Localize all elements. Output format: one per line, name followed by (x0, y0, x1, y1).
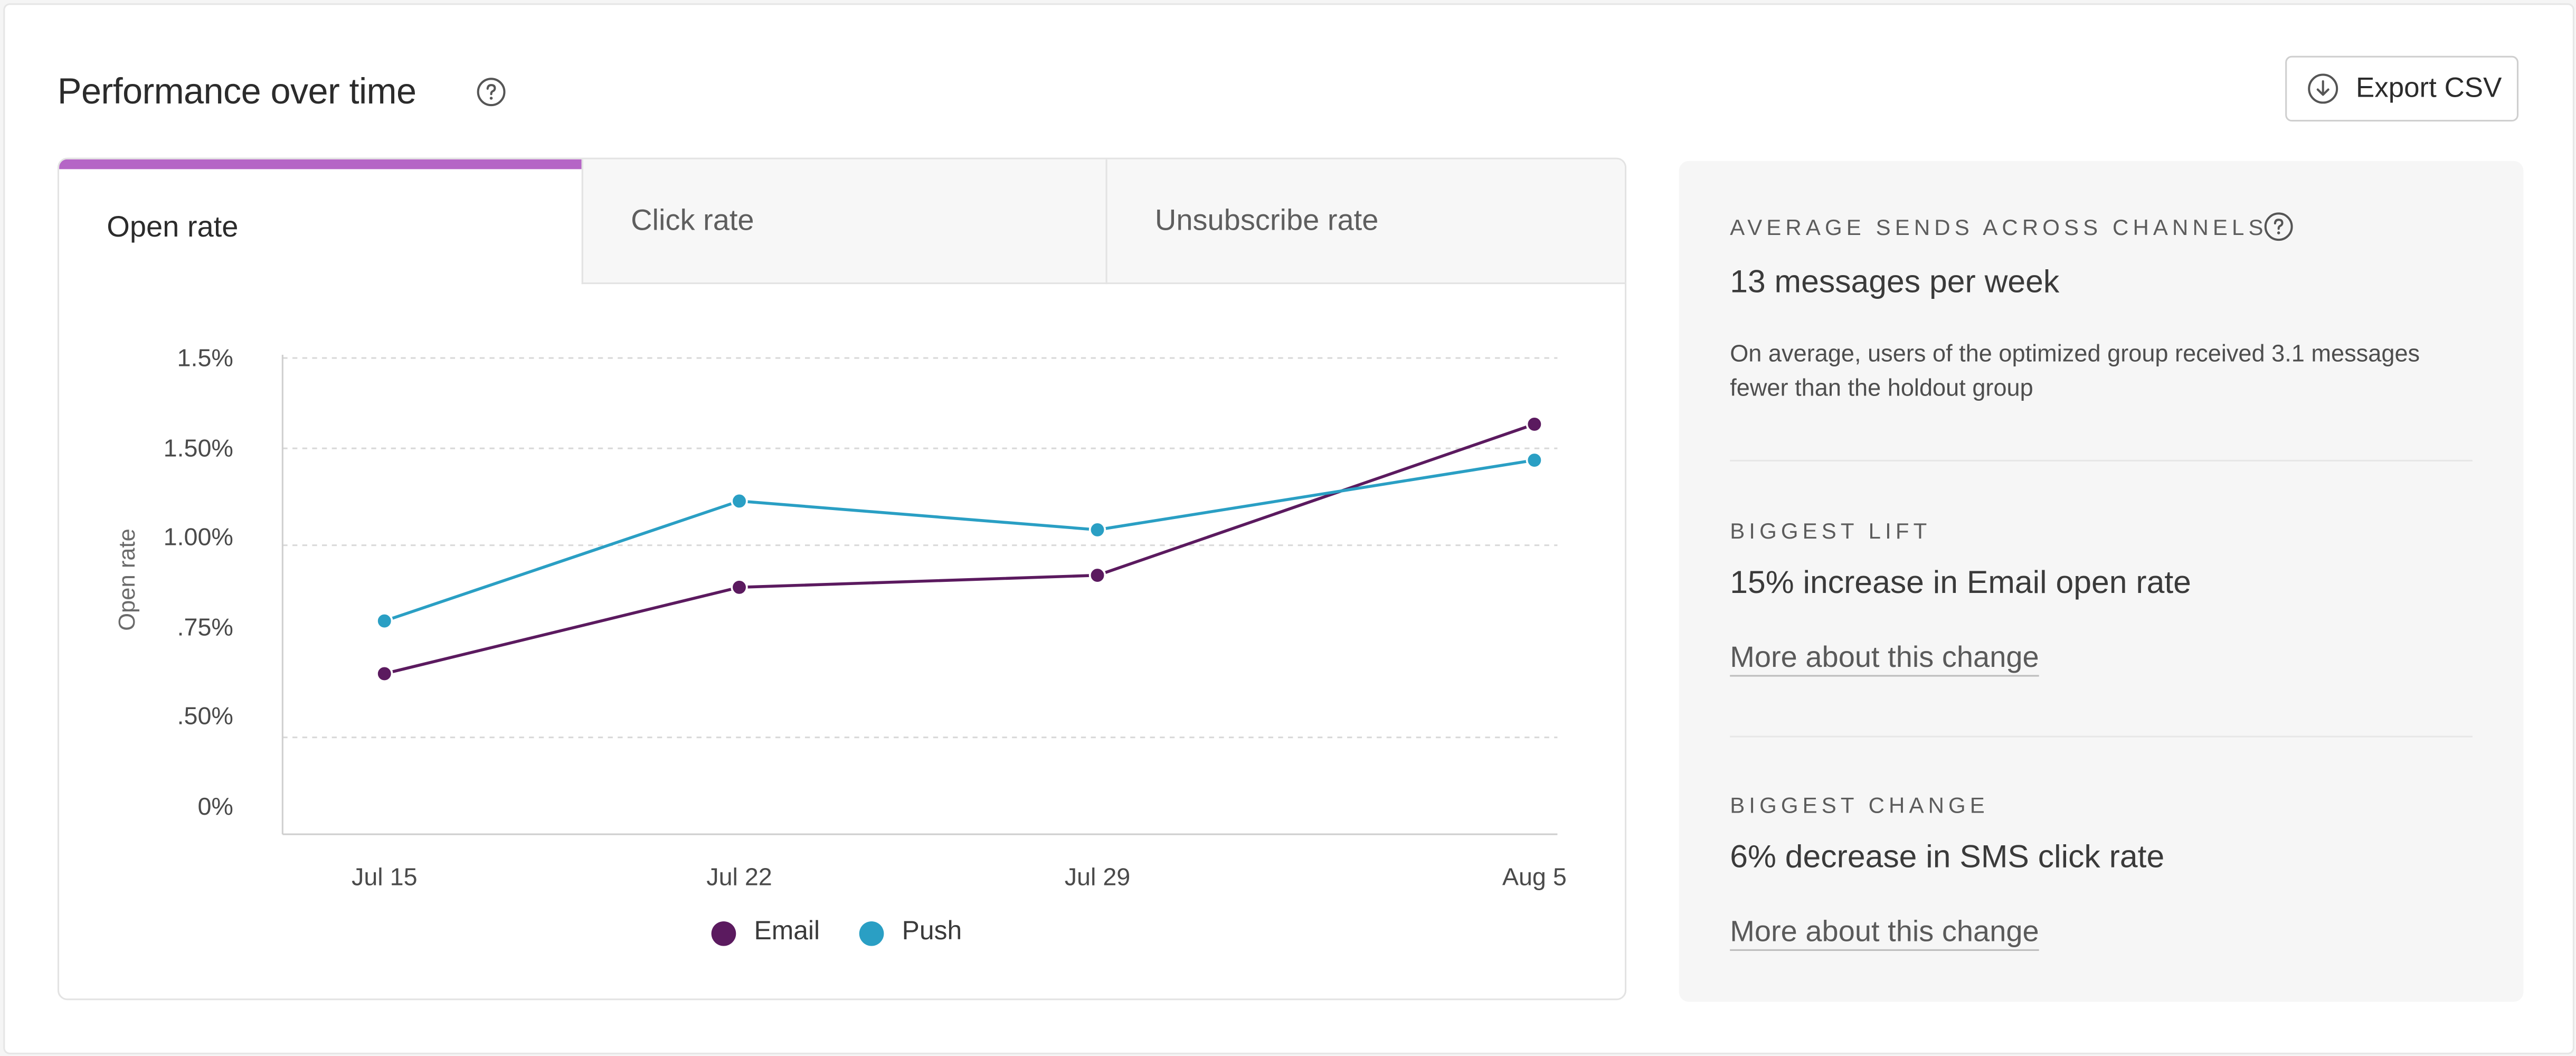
data-point-push (731, 492, 748, 510)
y-axis-title: Open rate (115, 529, 140, 631)
tab-click-rate[interactable]: Click rate (581, 159, 1106, 285)
data-point-email (731, 579, 748, 596)
data-point-push (1088, 521, 1106, 539)
divider (1730, 459, 2473, 462)
data-point-push (376, 612, 393, 630)
series-line-email (384, 422, 1535, 675)
chart-legend: Email Push (711, 918, 1001, 948)
divider (1730, 736, 2473, 738)
data-point-email (376, 665, 393, 683)
page-title: Performance over time (57, 70, 416, 112)
x-tick-label: Jul 22 (706, 863, 772, 891)
tab-open-rate[interactable]: Open rate (59, 159, 582, 285)
legend-swatch-email (711, 920, 736, 946)
help-icon[interactable] (477, 77, 506, 107)
x-tick-label: Jul 15 (352, 863, 418, 891)
legend-swatch-push (859, 920, 884, 946)
tab-unsubscribe-rate[interactable]: Unsubscribe rate (1105, 159, 1625, 285)
avg-sends-value: 13 messages per week (1730, 264, 2060, 301)
legend-item-push[interactable]: Push (859, 918, 962, 948)
biggest-lift-label: BIGGEST LIFT (1730, 518, 1931, 544)
biggest-lift-value: 15% increase in Email open rate (1730, 564, 2191, 601)
avg-sends-label: AVERAGE SENDS ACROSS CHANNELS (1730, 215, 2268, 240)
biggest-lift-link[interactable]: More about this change (1730, 640, 2039, 674)
biggest-change-value: 6% decrease in SMS click rate (1730, 839, 2165, 875)
data-point-email (1088, 567, 1106, 584)
download-icon (2307, 72, 2340, 105)
biggest-change-label: BIGGEST CHANGE (1730, 793, 1989, 818)
chart-card: Open rate Click rate Unsubscribe rate 0%… (57, 157, 1627, 1001)
metric-tabs: Open rate Click rate Unsubscribe rate (59, 159, 1625, 285)
open-rate-line-chart: 0% .50% .75% 1.00% 1.50% 1.5% Open rate Jul 15 J… (115, 344, 1567, 891)
export-csv-button[interactable]: Export CSV (2285, 55, 2519, 122)
series-line-push (384, 458, 1535, 623)
legend-label-email: Email (754, 918, 820, 946)
data-point-email (1526, 416, 1543, 433)
export-csv-label: Export CSV (2355, 72, 2502, 103)
y-tick-label: 1.50% (164, 435, 233, 462)
x-tick-label: Aug 5 (1502, 863, 1567, 891)
insights-panel: AVERAGE SENDS ACROSS CHANNELS 13 message… (1679, 161, 2524, 1002)
y-tick-label: 0% (197, 793, 233, 820)
performance-card: Performance over time Export CSV Open ra… (3, 3, 2574, 1054)
avg-sends-description: On average, users of the optimized group… (1730, 341, 2420, 403)
data-point-push (1526, 451, 1543, 469)
y-tick-label: .75% (177, 614, 233, 641)
legend-item-email[interactable]: Email (711, 918, 820, 948)
avg-sends-help-icon[interactable] (2264, 212, 2294, 241)
y-tick-label: .50% (177, 702, 233, 730)
legend-label-push: Push (902, 918, 962, 946)
biggest-change-link[interactable]: More about this change (1730, 914, 2039, 948)
x-tick-label: Jul 29 (1065, 863, 1131, 891)
y-tick-label: 1.5% (177, 344, 233, 372)
y-tick-label: 1.00% (164, 523, 233, 551)
